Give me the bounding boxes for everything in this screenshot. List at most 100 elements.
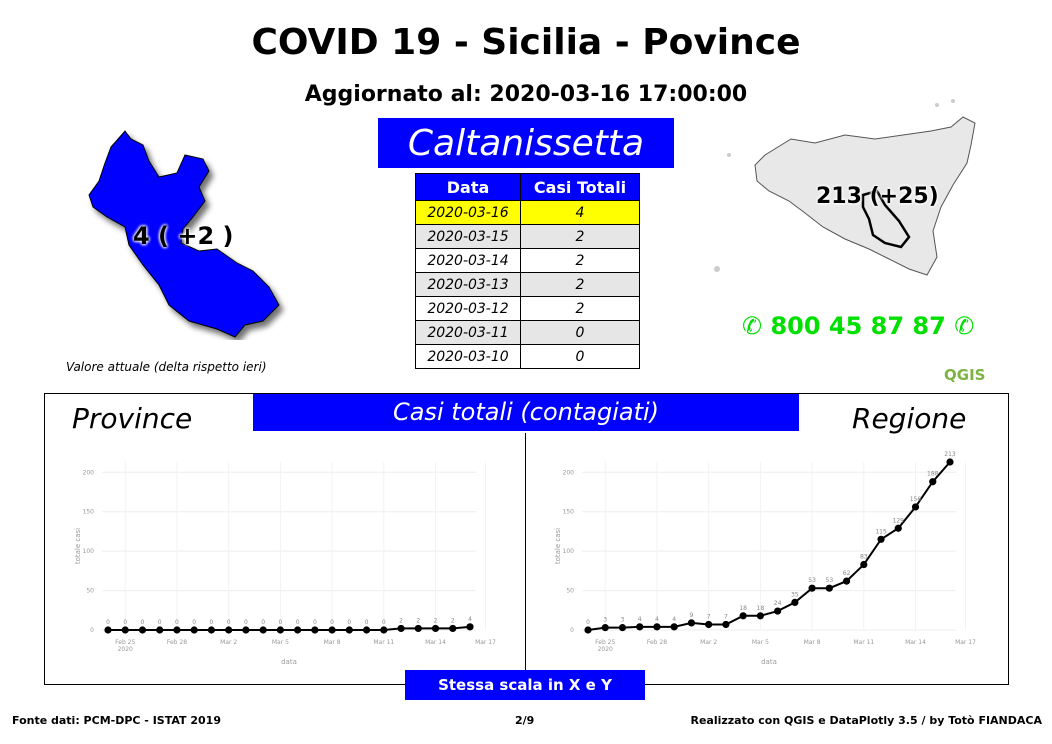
data-label: 188 [927,471,939,478]
data-point [276,626,284,634]
data-point [173,626,181,634]
footer-source: Fonte dati: PCM-DPC - ISTAT 2019 [12,714,221,727]
data-label: 0 [175,619,179,626]
row-date: 2020-03-15 [414,224,522,249]
data-label: 0 [227,619,231,626]
y-tick-label: 0 [90,627,94,634]
data-label: 0 [313,619,317,626]
update-timestamp: Aggiornato al: 2020-03-16 17:00:00 [304,82,748,107]
data-point [138,626,147,634]
y-tick-label: 50 [566,588,574,595]
data-point [414,624,422,633]
table-row: 2020-03-13 2 [414,272,640,297]
y-tick-label: 50 [86,588,94,595]
x-tick-label: Mar 5 [752,639,769,646]
row-value: 2 [520,272,640,297]
data-point [791,598,799,606]
x-tick-label: Mar 8 [324,639,341,646]
row-value: 2 [520,296,640,321]
data-label: 0 [347,619,351,626]
data-label: 24 [774,600,782,607]
data-point [121,626,129,634]
data-point [397,624,405,633]
y-tick-label: 0 [570,627,574,634]
data-label: 0 [141,619,145,626]
row-value: 0 [520,344,640,369]
data-point [601,624,609,632]
table-row: 2020-03-16 4 [414,200,640,225]
region-chart-label: Regione [852,402,967,435]
data-point [104,626,112,634]
x-tick-label: Feb 28 [167,639,187,646]
data-point [860,560,868,569]
data-point [328,626,336,634]
data-point [774,607,782,615]
data-point [294,626,302,634]
data-label: 0 [261,619,265,626]
x-tick-label: Mar 17 [475,639,496,646]
data-point [911,503,920,511]
series-line [587,461,951,631]
x-tick-label: Mar 8 [804,639,821,646]
island-dot [727,153,731,157]
table-header-date: Data [414,173,522,201]
row-date: 2020-03-16 [414,200,522,225]
x-axis-title: data [761,658,777,666]
x-tick-label: Mar 2 [700,639,717,646]
y-tick-label: 200 [563,469,575,476]
x-tick-label: 2020 [118,646,133,653]
data-point [842,577,851,585]
page-number: 2/9 [515,714,535,727]
data-label: 9 [690,612,694,619]
data-point [362,626,371,634]
data-label: 35 [791,591,799,598]
qgis-logo: QGIS [944,366,986,384]
y-axis-title: totale casi [554,528,562,564]
phone-icon: ✆ [742,312,763,340]
y-axis-title: totale casi [74,528,82,564]
data-point [705,620,713,629]
x-tick-label: Mar 5 [272,639,289,646]
data-point [825,584,833,592]
data-label: 0 [123,619,127,626]
scale-note: Stessa scala in X e Y [405,670,645,700]
data-label: 7 [707,613,711,620]
x-tick-label: Mar 11 [373,639,394,646]
y-tick-label: 100 [83,548,95,555]
x-tick-label: Mar 11 [853,639,874,646]
data-label: 0 [586,619,590,626]
data-point [242,626,250,634]
data-point [618,624,627,632]
data-label: 0 [296,619,300,626]
data-point [431,624,440,633]
data-point [311,626,319,634]
x-tick-label: Mar 17 [955,639,976,646]
series-line [108,625,471,631]
data-label: 0 [382,619,386,626]
row-value: 2 [520,248,640,273]
data-label: 4 [638,616,642,623]
highlighted-province-outline [861,189,911,249]
data-label: 4 [468,616,472,623]
data-point [687,619,696,627]
table-header-total: Casi Totali [520,173,640,201]
x-tick-label: Feb 28 [647,639,667,646]
data-label: 4 [672,616,676,623]
data-label: 62 [843,570,851,577]
data-label: 53 [808,577,816,584]
data-point [190,626,198,634]
data-label: 0 [158,619,162,626]
row-date: 2020-03-13 [414,272,522,297]
data-point [756,612,764,620]
data-label: 2 [451,617,455,624]
data-label: 0 [192,619,196,626]
page-title: COVID 19 - Sicilia - Povince [251,22,801,63]
data-label: 0 [210,619,214,626]
row-date: 2020-03-14 [414,248,522,273]
data-label: 7 [724,613,728,620]
province-map-label: 4 ( +2 ) [133,222,234,250]
charts-divider [525,433,526,683]
island-dot [714,266,720,272]
